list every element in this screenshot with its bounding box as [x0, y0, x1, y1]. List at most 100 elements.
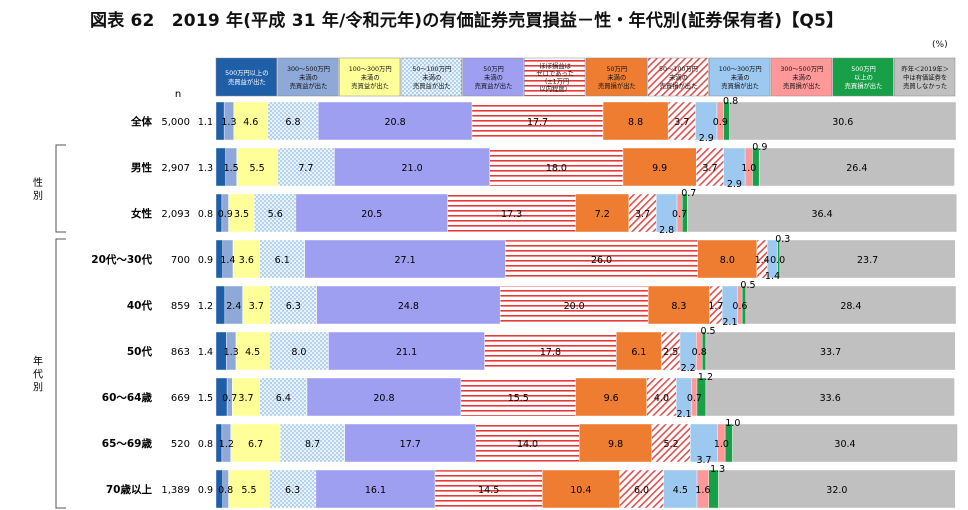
legend-label: 売買益が出た	[228, 77, 266, 86]
data-label: 3.7	[249, 301, 264, 312]
data-label: 1.3	[198, 163, 213, 174]
legend-swatch	[894, 57, 956, 97]
data-label: 8.3	[671, 301, 686, 312]
category-label: 60～64歳	[102, 391, 153, 404]
data-label: 0.7	[672, 209, 687, 220]
legend-label: 500万円	[851, 65, 876, 73]
legend-label: 未満の	[299, 73, 318, 82]
category-label: 40代	[127, 299, 153, 312]
bar-segment	[690, 423, 718, 463]
bar-segment	[718, 469, 956, 509]
legend-label: 売買益が出た	[413, 81, 451, 90]
data-label: 20.5	[361, 209, 382, 220]
group-label: 代	[33, 369, 43, 381]
legend-label: 未満の	[731, 73, 750, 82]
bar-row: 60～64歳 669 1.5 6.4 20.8 15.5 9.6 33.60.7 3.7 4.02…	[102, 372, 955, 420]
data-label: 1.2	[698, 372, 713, 383]
legend-label: 50万円	[483, 65, 504, 73]
bar-segment	[259, 377, 308, 417]
legend-swatch	[215, 57, 277, 97]
data-label: 8.0	[291, 347, 306, 358]
data-label: 1.2	[198, 301, 213, 312]
data-label: 21.1	[396, 347, 417, 358]
data-label: 0.0	[770, 255, 785, 266]
bar-segment	[317, 101, 473, 141]
legend-label: 売買損が出た	[598, 81, 636, 90]
bar-segment	[269, 331, 329, 371]
bar-segment	[575, 377, 647, 417]
n-value: 520	[171, 439, 190, 450]
data-label: 2.1	[676, 409, 691, 420]
data-label: 5.6	[268, 209, 283, 220]
data-label: 17.7	[400, 439, 421, 450]
bar-segment	[705, 331, 956, 371]
bar-row: 40代 859 1.2 6.3 24.8 20.0 8.3 28.4 2.4 3.7 1.7 2.1 0…	[127, 280, 957, 328]
bar-segment	[484, 331, 617, 371]
legend-label: 300～500万円	[780, 65, 823, 73]
data-label: 30.6	[832, 117, 853, 128]
bar-row: 20代～30代 700 0.9 6.1 27.1 26.0 8.0 23.7 1.4 3.6 1.4…	[91, 234, 956, 282]
bar-segment	[505, 239, 698, 279]
data-label: 27.1	[394, 255, 415, 266]
data-label: 6.1	[631, 347, 646, 358]
data-label: 9.6	[604, 393, 619, 404]
bar-segment	[779, 239, 956, 279]
bar-segment	[579, 423, 653, 463]
data-label: 6.1	[275, 255, 290, 266]
data-label: 2.5	[663, 347, 678, 358]
group-bracket: 性別	[33, 144, 66, 233]
legend-label: 300～500万円	[287, 65, 330, 73]
bar-segment	[489, 147, 624, 187]
data-label: 10.4	[570, 485, 591, 496]
data-label: 3.7	[635, 209, 650, 220]
data-label: 6.4	[276, 393, 291, 404]
data-label: 1.4	[755, 255, 770, 266]
bar-segment	[499, 285, 649, 325]
bar-segment	[732, 423, 958, 463]
bar-segment	[236, 147, 278, 187]
data-label: 0.3	[775, 234, 790, 245]
bar-segment	[228, 469, 270, 509]
data-label: 1.1	[198, 117, 213, 128]
data-label: 3.7	[702, 163, 717, 174]
data-label: 0.7	[222, 393, 237, 404]
data-label: 9.9	[652, 163, 667, 174]
data-label: 3.7	[696, 455, 711, 466]
data-label: 1.2	[219, 439, 234, 450]
data-label: 1.0	[714, 439, 729, 450]
data-label: 1.7	[708, 301, 723, 312]
data-label: 6.3	[286, 301, 301, 312]
data-label: 24.8	[398, 301, 419, 312]
group-label: 別	[33, 382, 43, 394]
data-label: 0.5	[740, 280, 755, 291]
legend-label: 100～300万円	[719, 65, 762, 73]
legend-label: 100～300万円	[349, 65, 392, 73]
legend-label: 未満の	[607, 73, 626, 82]
data-label: 0.9	[198, 255, 213, 266]
data-label: 4.0	[654, 393, 669, 404]
legend-label: 以上の	[854, 73, 873, 82]
bar-segment	[729, 101, 957, 141]
bar-segment	[306, 377, 462, 417]
data-label: 18.0	[546, 163, 567, 174]
n-header: n	[175, 89, 181, 100]
data-label: 28.4	[840, 301, 861, 312]
data-label: 0.9	[752, 142, 767, 153]
data-label: 16.1	[365, 485, 386, 496]
data-label: 6.0	[634, 485, 649, 496]
legend-label: 未満の	[361, 73, 380, 82]
bar-row: 女性 2,093 0.8 5.6 20.5 17.3 7.2 36.4 0.9 3.5 3.7 2.8…	[131, 188, 957, 236]
category-label: 男性	[131, 161, 152, 174]
data-label: 0.9	[713, 117, 728, 128]
data-label: 1.5	[198, 393, 213, 404]
legend-swatch	[832, 57, 894, 97]
legend-swatch	[524, 57, 586, 97]
data-label: 36.4	[811, 209, 832, 220]
